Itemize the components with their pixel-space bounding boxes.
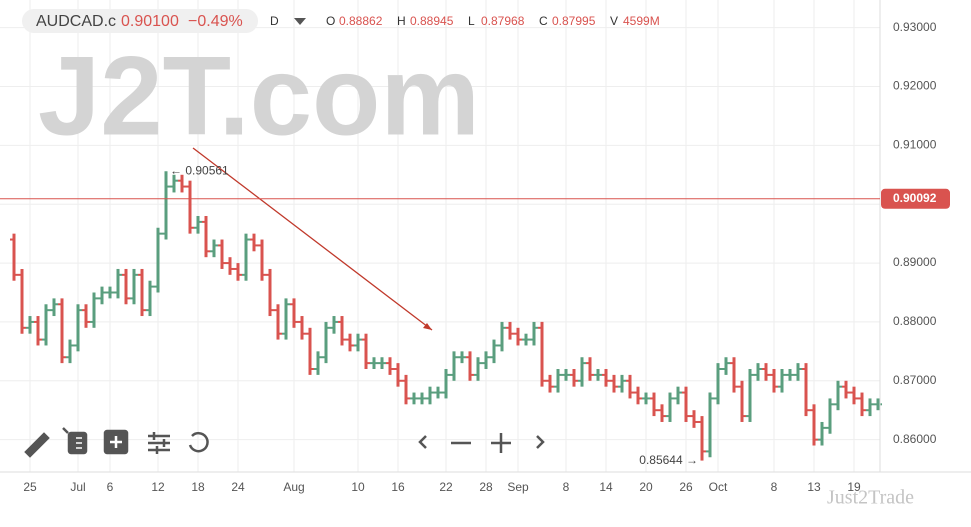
pencil-icon[interactable] (24, 432, 50, 458)
x-tick-label: 19 (847, 480, 861, 494)
y-tick-label: 0.87000 (893, 373, 937, 387)
x-tick-label: 16 (391, 480, 405, 494)
zoom-in[interactable] (491, 433, 511, 453)
add-plus (110, 436, 122, 448)
x-tick-label: 18 (191, 480, 205, 494)
ohlcv-label: L (468, 14, 475, 28)
x-tick-label: 28 (479, 480, 493, 494)
notes-arrow (62, 427, 69, 434)
y-tick-label: 0.89000 (893, 255, 937, 269)
brand: Just2Trade (827, 487, 914, 509)
symbol-pill[interactable] (22, 9, 258, 33)
x-tick-label: 26 (679, 480, 693, 494)
y-tick-label: 0.93000 (893, 20, 937, 34)
toolbar (24, 427, 545, 458)
low-annotation: 0.85644 → (639, 453, 698, 467)
ohlcv-label: O (326, 14, 335, 28)
price-badge-label: 0.90092 (893, 191, 937, 205)
ohlcv-label: H (397, 14, 406, 28)
scroll-right[interactable] (536, 435, 545, 449)
x-tick-label: 8 (563, 480, 570, 494)
watermark: J2T.com (38, 34, 480, 159)
x-tick-label: 10 (351, 480, 365, 494)
ohlcv-value: 0.88945 (410, 14, 454, 28)
y-tick-label: 0.86000 (893, 432, 937, 446)
settings-icon[interactable] (148, 432, 170, 454)
high-annotation: ← 0.90561 (170, 163, 229, 177)
x-tick-label: Oct (709, 480, 728, 494)
notes-lines (76, 437, 82, 449)
y-tick-label: 0.91000 (893, 138, 937, 152)
price: 0.90100 (121, 13, 179, 30)
change: −0.49% (188, 13, 243, 30)
x-tick-label: 22 (439, 480, 453, 494)
trend-line (192, 147, 433, 331)
symbol[interactable]: AUDCAD.c (36, 13, 116, 30)
x-tick-label: 14 (599, 480, 613, 494)
ohlcv-label: C (539, 14, 548, 28)
x-tick-label: Jul (70, 480, 85, 494)
y-tick-label: 0.92000 (893, 79, 937, 93)
x-tick-label: Aug (283, 480, 304, 494)
bars (10, 171, 882, 461)
ohlcv-label: V (610, 14, 618, 28)
trend-arrow (423, 323, 432, 330)
ohlcv-value: 0.88862 (339, 14, 383, 28)
x-tick-label: 20 (639, 480, 653, 494)
x-tick-label: 12 (151, 480, 165, 494)
x-tick-label: 8 (771, 480, 778, 494)
x-tick-label: 24 (231, 480, 245, 494)
ohlcv-value: 0.87968 (481, 14, 525, 28)
ohlcv-value: 0.87995 (552, 14, 596, 28)
reset-icon[interactable] (188, 431, 209, 453)
y-tick-label: 0.88000 (893, 314, 937, 328)
x-tick-label: Sep (507, 480, 529, 494)
ohlcv-value: 4599M (623, 14, 660, 28)
timeframe[interactable]: D (270, 14, 279, 28)
timeframe-dropdown[interactable] (294, 18, 306, 25)
x-tick-label: 13 (807, 480, 821, 494)
x-tick-label: 6 (107, 480, 114, 494)
price-badge (881, 188, 950, 209)
ohlcv: O 0.88862 H 0.88945 L 0.87968 C 0.87995 V 4599M (326, 14, 660, 28)
x-tick-label: 25 (23, 480, 37, 494)
scroll-left[interactable] (418, 435, 427, 449)
